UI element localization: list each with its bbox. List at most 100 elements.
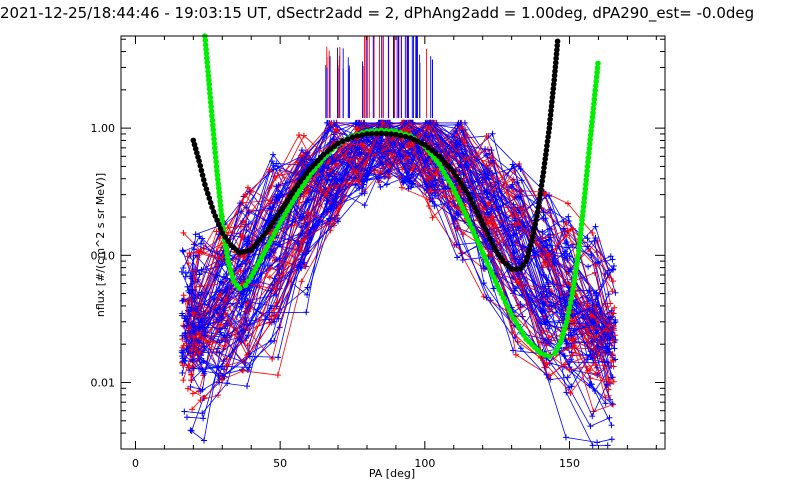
series-point [397,132,404,139]
data-point-marker [606,414,613,421]
data-point-marker [483,175,490,182]
data-point-marker [303,221,310,228]
data-point-marker [189,406,196,413]
series-point [537,350,544,357]
series-point [205,68,211,75]
series-point [489,240,495,246]
series-point [590,109,596,116]
series-point [550,90,556,96]
data-point-marker [386,119,393,126]
data-point-marker [405,149,412,156]
series-point [549,99,555,105]
series-point [340,138,346,144]
series-point [569,290,576,297]
data-point-marker [185,334,192,341]
series-point [205,72,212,79]
series-point [446,178,452,184]
data-point-marker [301,263,308,270]
measurement-line [184,122,607,361]
series-point [576,243,582,250]
series-point [544,138,551,145]
data-point-marker [188,371,195,378]
series-point [537,191,544,197]
series-point [245,278,252,284]
series-point [209,113,215,119]
data-point-marker [180,265,187,272]
series-point [208,103,214,110]
data-point-marker [517,193,524,200]
data-point-marker [606,379,613,386]
data-point-marker [563,250,570,257]
series-point [592,91,598,98]
data-point-marker [587,423,594,430]
series-point [202,37,209,44]
data-point-marker [244,184,251,191]
data-point-marker [220,332,227,339]
series-point [549,94,556,101]
series-point [573,265,580,271]
data-point-marker [612,319,619,326]
data-point-marker [223,271,230,278]
data-point-marker [237,223,244,230]
data-point-marker [328,203,335,210]
measurement-lines [178,36,619,449]
data-point-marker [380,158,387,165]
series-point [436,161,443,167]
data-point-marker [459,256,466,263]
data-point-marker [215,392,222,399]
data-point-marker [303,199,310,206]
data-point-marker [611,304,618,311]
data-point-marker [274,256,281,263]
measurement-line [189,129,611,400]
data-point-marker [452,140,459,147]
series-point [204,59,210,66]
data-point-marker [460,231,467,238]
series-point [548,103,555,109]
series-point [504,303,511,310]
series-point [498,291,505,297]
series-point [393,131,399,138]
series-point [584,168,590,174]
series-point [563,319,570,325]
data-point-marker [195,365,202,372]
data-point-marker [584,243,591,250]
data-point-marker [592,361,599,368]
data-point-marker [568,332,575,339]
series-point [478,217,485,224]
series-point [584,163,591,170]
series-point [536,200,542,206]
data-point-marker [607,253,614,260]
series-point [335,140,341,147]
data-point-marker [298,278,305,285]
series-point [217,225,224,232]
fit-series [190,33,601,360]
series-point [197,163,204,169]
data-point-marker [605,322,612,329]
data-point-marker [565,284,572,291]
data-point-marker [566,268,573,275]
series-point [592,83,599,89]
data-point-marker [563,389,570,396]
data-point-marker [301,259,308,266]
series-point [203,50,210,57]
series-point [575,252,581,259]
measurement-line [191,122,611,327]
series-point [474,209,480,215]
data-point-marker [609,256,616,263]
series-point [354,133,361,139]
series-point [219,215,225,222]
series-point [291,186,298,193]
series-point [568,295,575,302]
data-point-marker [584,329,591,336]
series-point [277,220,283,226]
data-point-marker [363,151,370,158]
data-point-marker [545,325,552,332]
data-point-marker [383,181,390,188]
data-point-marker [236,335,243,342]
data-point-marker [584,235,591,242]
data-point-marker [568,321,575,328]
data-point-marker [377,184,384,191]
data-point-marker [352,163,359,170]
data-point-marker [612,289,619,296]
data-point-marker [195,337,202,344]
